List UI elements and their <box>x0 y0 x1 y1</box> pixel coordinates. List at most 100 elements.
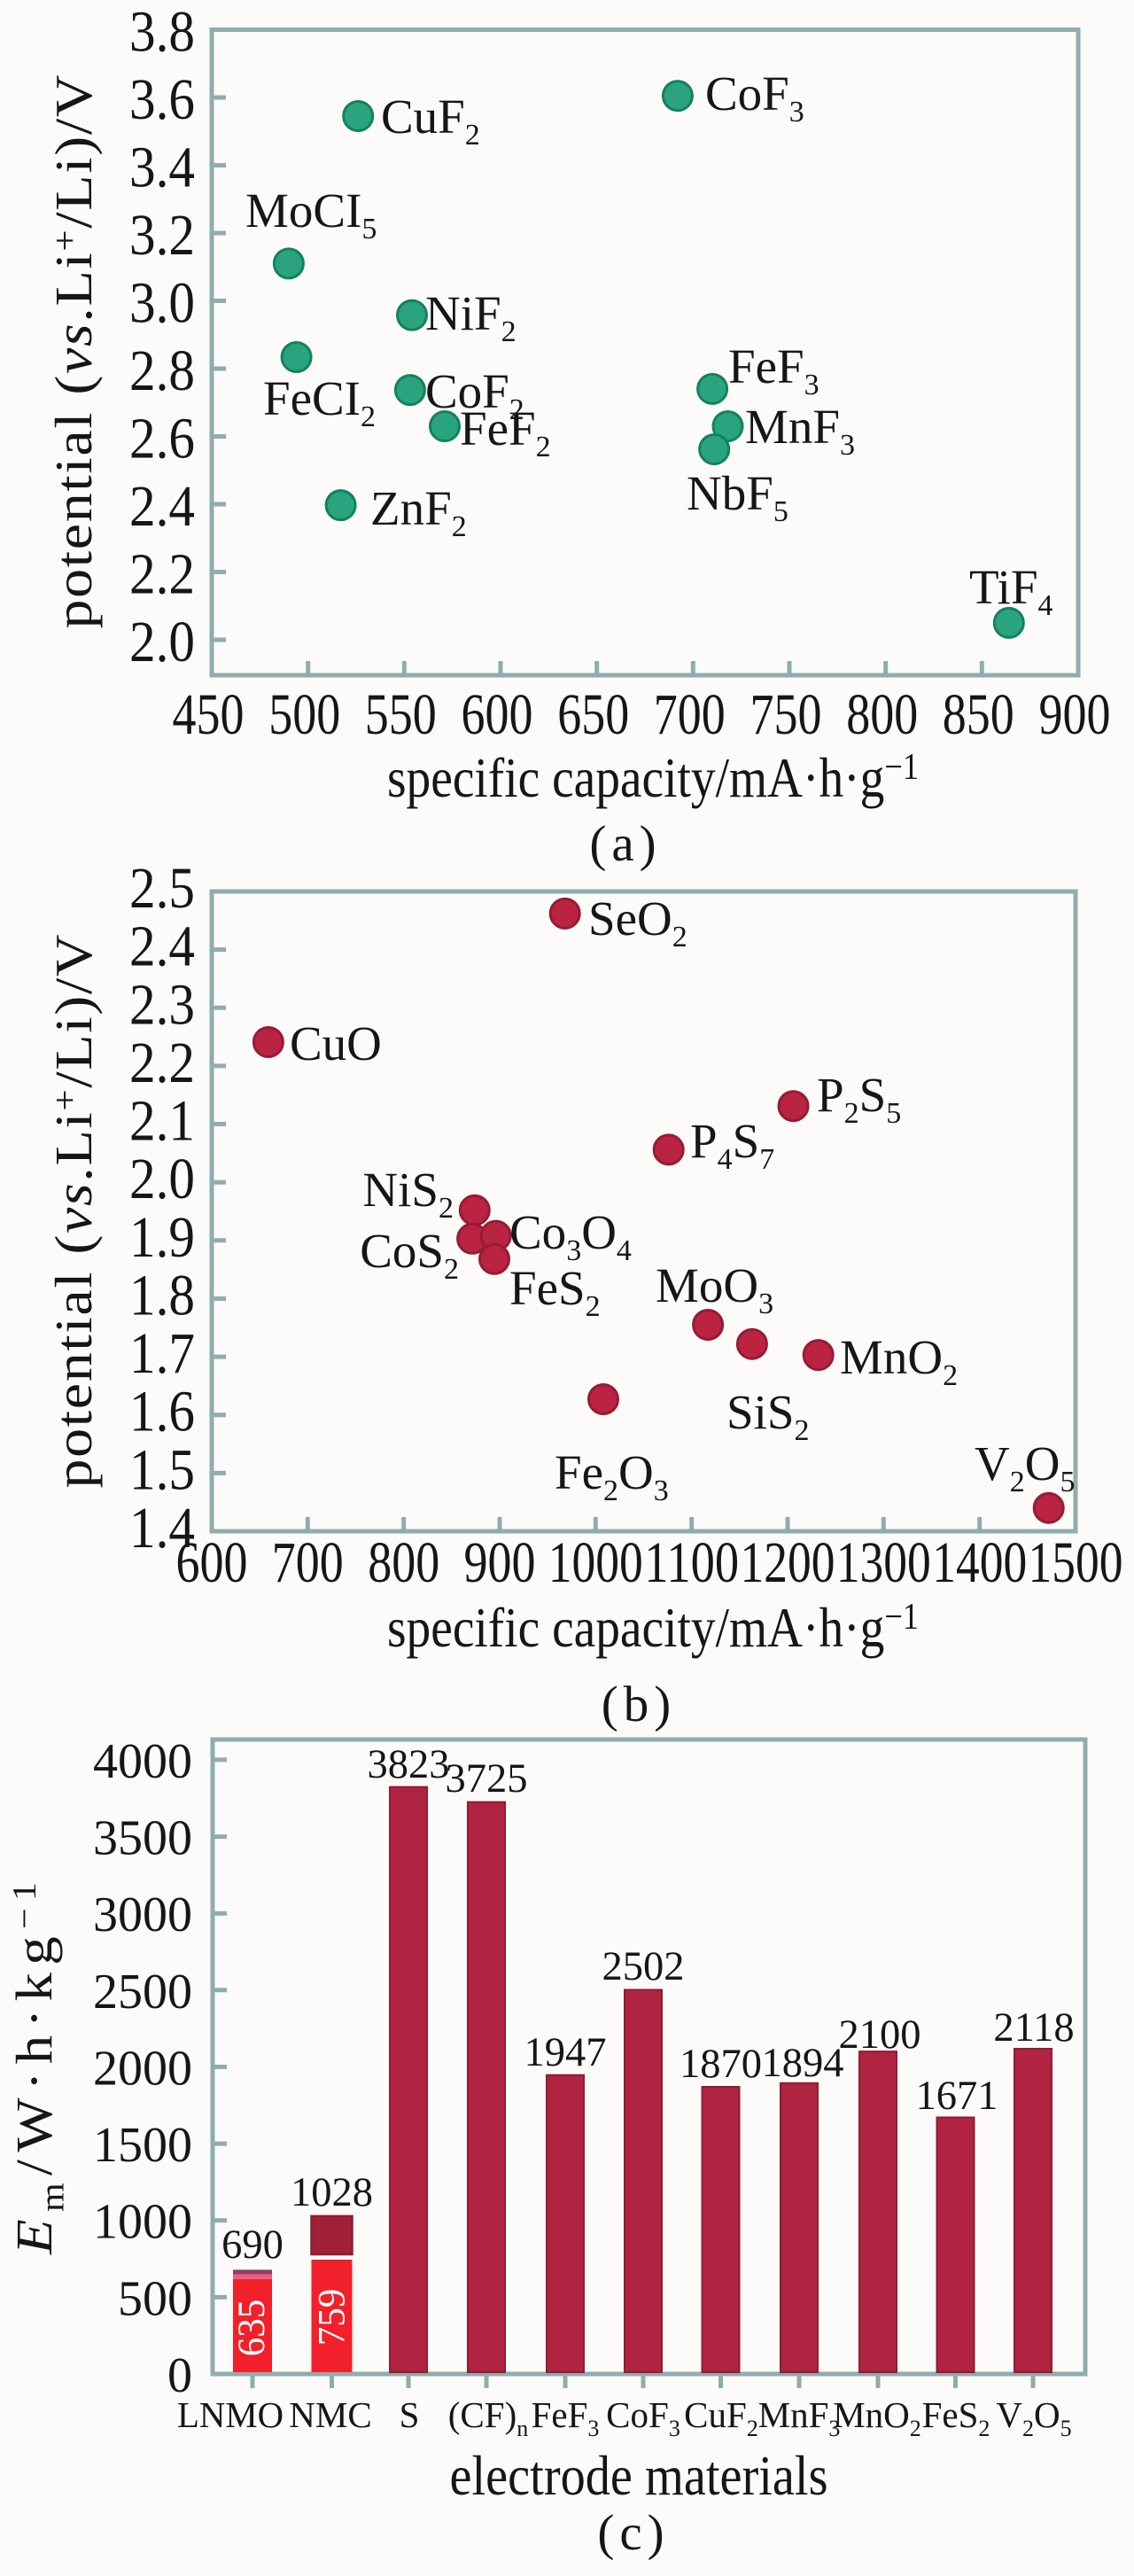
svg-text:FeCI2: FeCI2 <box>263 371 376 433</box>
svg-text:SeO2: SeO2 <box>588 891 687 953</box>
svg-text:FeF2: FeF2 <box>460 401 551 463</box>
svg-text:MnF3: MnF3 <box>745 400 855 462</box>
svg-text:650: 650 <box>557 682 629 747</box>
svg-text:LNMO: LNMO <box>177 2394 284 2435</box>
svg-text:800: 800 <box>368 1530 439 1595</box>
svg-text:1500: 1500 <box>1029 1530 1123 1595</box>
svg-text:1000: 1000 <box>548 1530 643 1595</box>
svg-text:700: 700 <box>272 1530 344 1595</box>
svg-text:specific capacity/mA·h·g−1: specific capacity/mA·h·g−1 <box>387 1596 919 1659</box>
svg-text:potential (vs.Li+/Li)/V: potential (vs.Li+/Li)/V <box>44 935 103 1489</box>
svg-text:550: 550 <box>365 682 437 747</box>
svg-text:1671: 1671 <box>916 2074 998 2119</box>
svg-text:(c): (c) <box>597 2505 664 2561</box>
svg-text:2100: 2100 <box>839 2012 921 2058</box>
svg-text:690: 690 <box>221 2222 284 2268</box>
svg-text:635: 635 <box>231 2300 273 2357</box>
svg-text:500: 500 <box>118 2271 192 2326</box>
svg-text:3725: 3725 <box>446 1756 528 1802</box>
svg-text:MoCI5: MoCI5 <box>245 183 377 245</box>
svg-text:600: 600 <box>176 1530 248 1595</box>
svg-text:V2O5: V2O5 <box>996 2394 1071 2441</box>
svg-text:1028: 1028 <box>291 2170 373 2215</box>
svg-text:NMC: NMC <box>289 2394 371 2435</box>
svg-text:1400: 1400 <box>932 1530 1027 1595</box>
svg-text:1.9: 1.9 <box>129 1205 195 1270</box>
svg-text:1200: 1200 <box>741 1530 835 1595</box>
svg-text:2500: 2500 <box>93 1965 192 2020</box>
svg-text:2.4: 2.4 <box>129 914 195 979</box>
svg-text:3.0: 3.0 <box>129 271 195 336</box>
svg-text:3.4: 3.4 <box>129 136 195 200</box>
svg-text:MnO2: MnO2 <box>833 2394 921 2441</box>
svg-text:3823: 3823 <box>368 1742 450 1787</box>
svg-text:NbF5: NbF5 <box>687 466 788 528</box>
svg-text:NiF2: NiF2 <box>425 286 517 348</box>
svg-text:MnF3: MnF3 <box>758 2394 841 2441</box>
svg-text:2502: 2502 <box>602 1944 685 1989</box>
svg-text:S: S <box>400 2394 420 2435</box>
svg-text:450: 450 <box>173 682 245 747</box>
svg-text:500: 500 <box>268 682 340 747</box>
svg-text:3000: 3000 <box>93 1887 192 1942</box>
svg-text:1000: 1000 <box>93 2195 192 2250</box>
svg-text:MoO3: MoO3 <box>656 1258 773 1320</box>
svg-text:759: 759 <box>312 2289 353 2346</box>
svg-text:2.3: 2.3 <box>129 972 195 1037</box>
svg-text:3.2: 3.2 <box>129 203 195 268</box>
svg-text:MnO2: MnO2 <box>840 1330 958 1392</box>
svg-text:2.6: 2.6 <box>129 407 195 471</box>
svg-text:CuO: CuO <box>290 1016 382 1070</box>
svg-text:FeS2: FeS2 <box>509 1261 601 1323</box>
svg-text:NiS2: NiS2 <box>362 1163 454 1225</box>
svg-text:900: 900 <box>464 1530 536 1595</box>
svg-text:1.5: 1.5 <box>129 1437 195 1502</box>
svg-text:4000: 4000 <box>93 1734 192 1789</box>
svg-text:1300: 1300 <box>836 1530 931 1595</box>
svg-text:2.0: 2.0 <box>129 1147 195 1211</box>
svg-text:FeF3: FeF3 <box>728 339 819 401</box>
svg-text:2.2: 2.2 <box>129 1031 195 1095</box>
svg-text:(a): (a) <box>589 816 656 872</box>
svg-text:V2O5: V2O5 <box>975 1436 1075 1498</box>
svg-text:0: 0 <box>167 2348 192 2403</box>
svg-text:850: 850 <box>943 682 1014 747</box>
svg-text:2.2: 2.2 <box>129 542 195 607</box>
svg-text:3.8: 3.8 <box>129 0 195 65</box>
svg-text:(CF)n: (CF)n <box>448 2394 528 2441</box>
svg-text:750: 750 <box>750 682 822 747</box>
svg-text:CuF2: CuF2 <box>381 89 480 152</box>
svg-text:700: 700 <box>654 682 726 747</box>
svg-text:600: 600 <box>462 682 533 747</box>
svg-text:specific capacity/mA·h·g−1: specific capacity/mA·h·g−1 <box>387 746 919 809</box>
svg-text:(b): (b) <box>602 1677 671 1732</box>
svg-text:3500: 3500 <box>93 1811 192 1866</box>
svg-text:800: 800 <box>846 682 918 747</box>
svg-text:CoF2: CoF2 <box>425 364 524 426</box>
svg-text:2.5: 2.5 <box>129 856 195 921</box>
svg-text:1.7: 1.7 <box>129 1321 195 1386</box>
svg-text:2000: 2000 <box>93 2042 192 2097</box>
svg-text:CuF2: CuF2 <box>684 2394 758 2441</box>
svg-text:CoF3: CoF3 <box>705 66 804 128</box>
svg-text:1870: 1870 <box>680 2042 762 2087</box>
svg-text:1100: 1100 <box>644 1530 739 1595</box>
svg-text:2118: 2118 <box>993 2005 1074 2051</box>
svg-text:electrode materials: electrode materials <box>450 2444 828 2507</box>
svg-text:1.4: 1.4 <box>129 1496 195 1560</box>
svg-text:2.4: 2.4 <box>129 474 195 539</box>
svg-text:potential (vs.Li+/Li)/V: potential (vs.Li+/Li)/V <box>44 74 103 628</box>
svg-text:CoF3: CoF3 <box>606 2394 680 2441</box>
svg-text:1500: 1500 <box>93 2118 192 2173</box>
svg-text:CoS2: CoS2 <box>360 1224 459 1286</box>
svg-text:SiS2: SiS2 <box>726 1385 809 1447</box>
svg-text:3.6: 3.6 <box>129 67 195 132</box>
svg-text:ZnF2: ZnF2 <box>370 481 467 543</box>
svg-text:1947: 1947 <box>524 2030 607 2075</box>
svg-text:1.8: 1.8 <box>129 1264 195 1328</box>
svg-text:900: 900 <box>1039 682 1111 747</box>
svg-text:2.0: 2.0 <box>129 610 195 674</box>
svg-text:P2S5: P2S5 <box>817 1068 901 1130</box>
svg-text:2.8: 2.8 <box>129 339 195 403</box>
svg-text:2.1: 2.1 <box>129 1089 195 1154</box>
